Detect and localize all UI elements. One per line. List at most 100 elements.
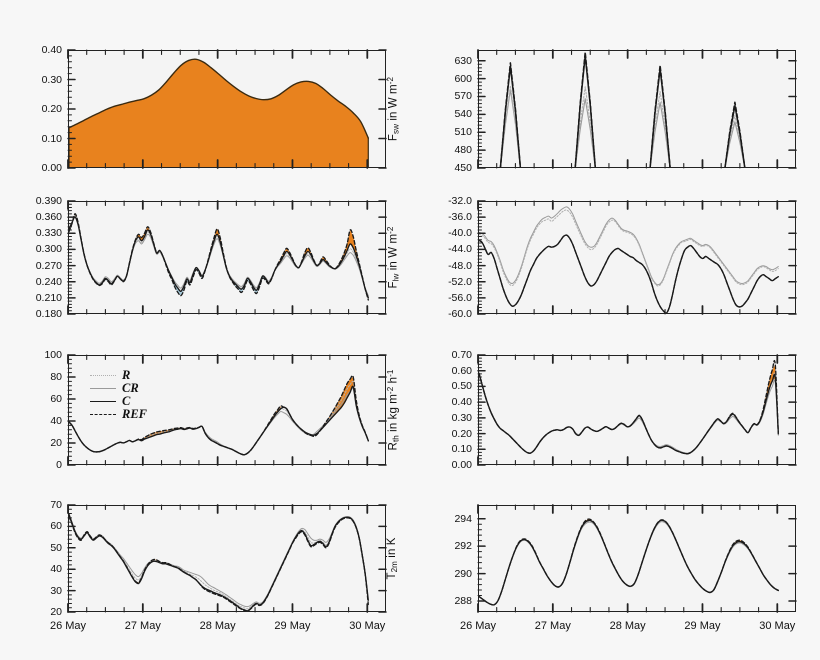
legend-entry-r: R [90, 369, 147, 382]
legend-entry-ref: REF [90, 408, 147, 421]
ytick-label-r-th: 0.40 [451, 396, 472, 409]
series-canvas-w-cloud [69, 213, 369, 301]
xtick-label: 27 May [124, 620, 161, 632]
ytick-label-lwp: 20 [50, 437, 62, 449]
legend-label: C [122, 394, 131, 409]
ticks-t-2m [477, 504, 797, 613]
ytick-label-r-th: 0.00 [451, 459, 472, 471]
ticks-f-sw [477, 49, 797, 169]
series-canvas-tau-dust [69, 58, 369, 167]
xtick-label: 30 May [349, 620, 386, 632]
ytick-label-r-th: 0.20 [451, 427, 472, 440]
ytick-label-f-lw: -32.0 [448, 195, 472, 207]
ytick-label-w-cloud: 0.330 [35, 227, 62, 240]
legend: R CR C REF [90, 369, 147, 421]
ticks-w-cloud [67, 200, 387, 315]
series-canvas-f-lw [479, 206, 779, 313]
ytick-label-tau-dust: 0.20 [41, 103, 62, 115]
ytick-label-w-cloud: 0.180 [35, 308, 62, 320]
plot-area-tau-dust [68, 50, 386, 168]
series-canvas-r-th [479, 359, 779, 455]
series-canvas-t-2m [479, 518, 779, 606]
legend-swatch-dotted-icon [90, 371, 116, 381]
ytick-label-r-th: 0.10 [451, 443, 472, 456]
ticks-f-lw [477, 200, 797, 315]
ylabel-r-th: Rth in kg m-2 h-1 [386, 369, 401, 451]
ytick-label-r-th: 0.50 [451, 380, 472, 393]
ytick-label-iwp: 70 [50, 499, 62, 511]
ytick-label-f-sw: 510 [454, 126, 472, 139]
ytick-label-lwp: 80 [50, 371, 62, 383]
ytick-label-w-cloud: 0.240 [35, 275, 62, 288]
xtick-label: 28 May [609, 620, 646, 632]
legend-entry-c: C [90, 395, 147, 408]
ytick-label-tau-dust: 0.30 [41, 73, 62, 86]
ytick-label-lwp: 0 [56, 459, 62, 471]
ytick-label-iwp: 30 [50, 584, 62, 597]
xtick-label: 26 May [49, 620, 87, 632]
plot-area-w-cloud [68, 201, 386, 314]
series-canvas-f-sw [499, 51, 746, 167]
plot-area-t-2m [478, 505, 796, 612]
legend-swatch-solid-light-icon [90, 384, 116, 394]
ylabel-t-2m: T2m in K [386, 537, 399, 580]
legend-label: CR [122, 381, 139, 396]
legend-swatch-dashed-icon [90, 410, 116, 420]
legend-swatch-solid-dark-icon [90, 397, 116, 407]
legend-label: R [122, 368, 131, 383]
ytick-label-lwp: 100 [44, 349, 62, 361]
ytick-label-r-th: 0.60 [451, 364, 472, 377]
ytick-label-t-2m: 288 [454, 595, 472, 608]
ytick-label-f-lw: -40.0 [448, 227, 472, 240]
ytick-label-f-sw: 450 [454, 162, 472, 174]
xtick-label: 28 May [199, 620, 236, 632]
ytick-label-f-sw: 630 [454, 54, 472, 67]
ytick-label-f-sw: 540 [454, 108, 472, 121]
ytick-label-f-lw: -60.0 [448, 308, 472, 320]
ytick-label-t-2m: 290 [454, 567, 472, 580]
ytick-label-tau-dust: 0.40 [41, 44, 62, 56]
ytick-label-iwp: 40 [50, 563, 62, 576]
series-canvas-iwp [69, 512, 369, 611]
ytick-label-w-cloud: 0.300 [35, 243, 62, 256]
ytick-label-w-cloud: 0.390 [35, 195, 62, 207]
ytick-label-f-lw: -56.0 [448, 291, 472, 304]
plot-area-f-lw [478, 201, 796, 314]
ytick-label-f-lw: -44.0 [448, 243, 472, 256]
ytick-label-f-lw: -52.0 [448, 275, 472, 288]
ytick-label-iwp: 60 [50, 520, 62, 533]
ytick-label-f-lw: -48.0 [448, 259, 472, 272]
ytick-label-w-cloud: 0.270 [35, 259, 62, 272]
ticks-iwp [67, 504, 387, 613]
plot-area-r-th [478, 355, 796, 465]
legend-label: REF [122, 407, 148, 422]
ytick-label-f-sw: 600 [454, 72, 472, 85]
ytick-label-t-2m: 292 [454, 540, 472, 553]
ytick-label-w-cloud: 0.360 [35, 211, 62, 224]
ytick-label-f-sw: 570 [454, 90, 472, 103]
ytick-label-f-lw: -36.0 [448, 211, 472, 224]
plot-area-f-sw [478, 50, 796, 168]
ytick-label-lwp: 40 [50, 415, 62, 427]
plot-area-iwp [68, 505, 386, 612]
ytick-label-iwp: 20 [50, 606, 62, 618]
ytick-label-r-th: 0.30 [451, 411, 472, 424]
xtick-label: 27 May [534, 620, 571, 632]
ytick-label-iwp: 50 [50, 541, 62, 554]
ytick-label-t-2m: 294 [454, 512, 472, 525]
ticks-r-th [477, 354, 797, 466]
xtick-label: 29 May [274, 620, 311, 632]
xtick-label: 30 May [759, 620, 796, 632]
legend-entry-cr: CR [90, 382, 147, 395]
ytick-label-w-cloud: 0.210 [35, 291, 62, 304]
ytick-label-tau-dust: 0.10 [41, 132, 62, 145]
ticks-tau-dust [67, 49, 387, 169]
xtick-label: 26 May [459, 620, 497, 632]
